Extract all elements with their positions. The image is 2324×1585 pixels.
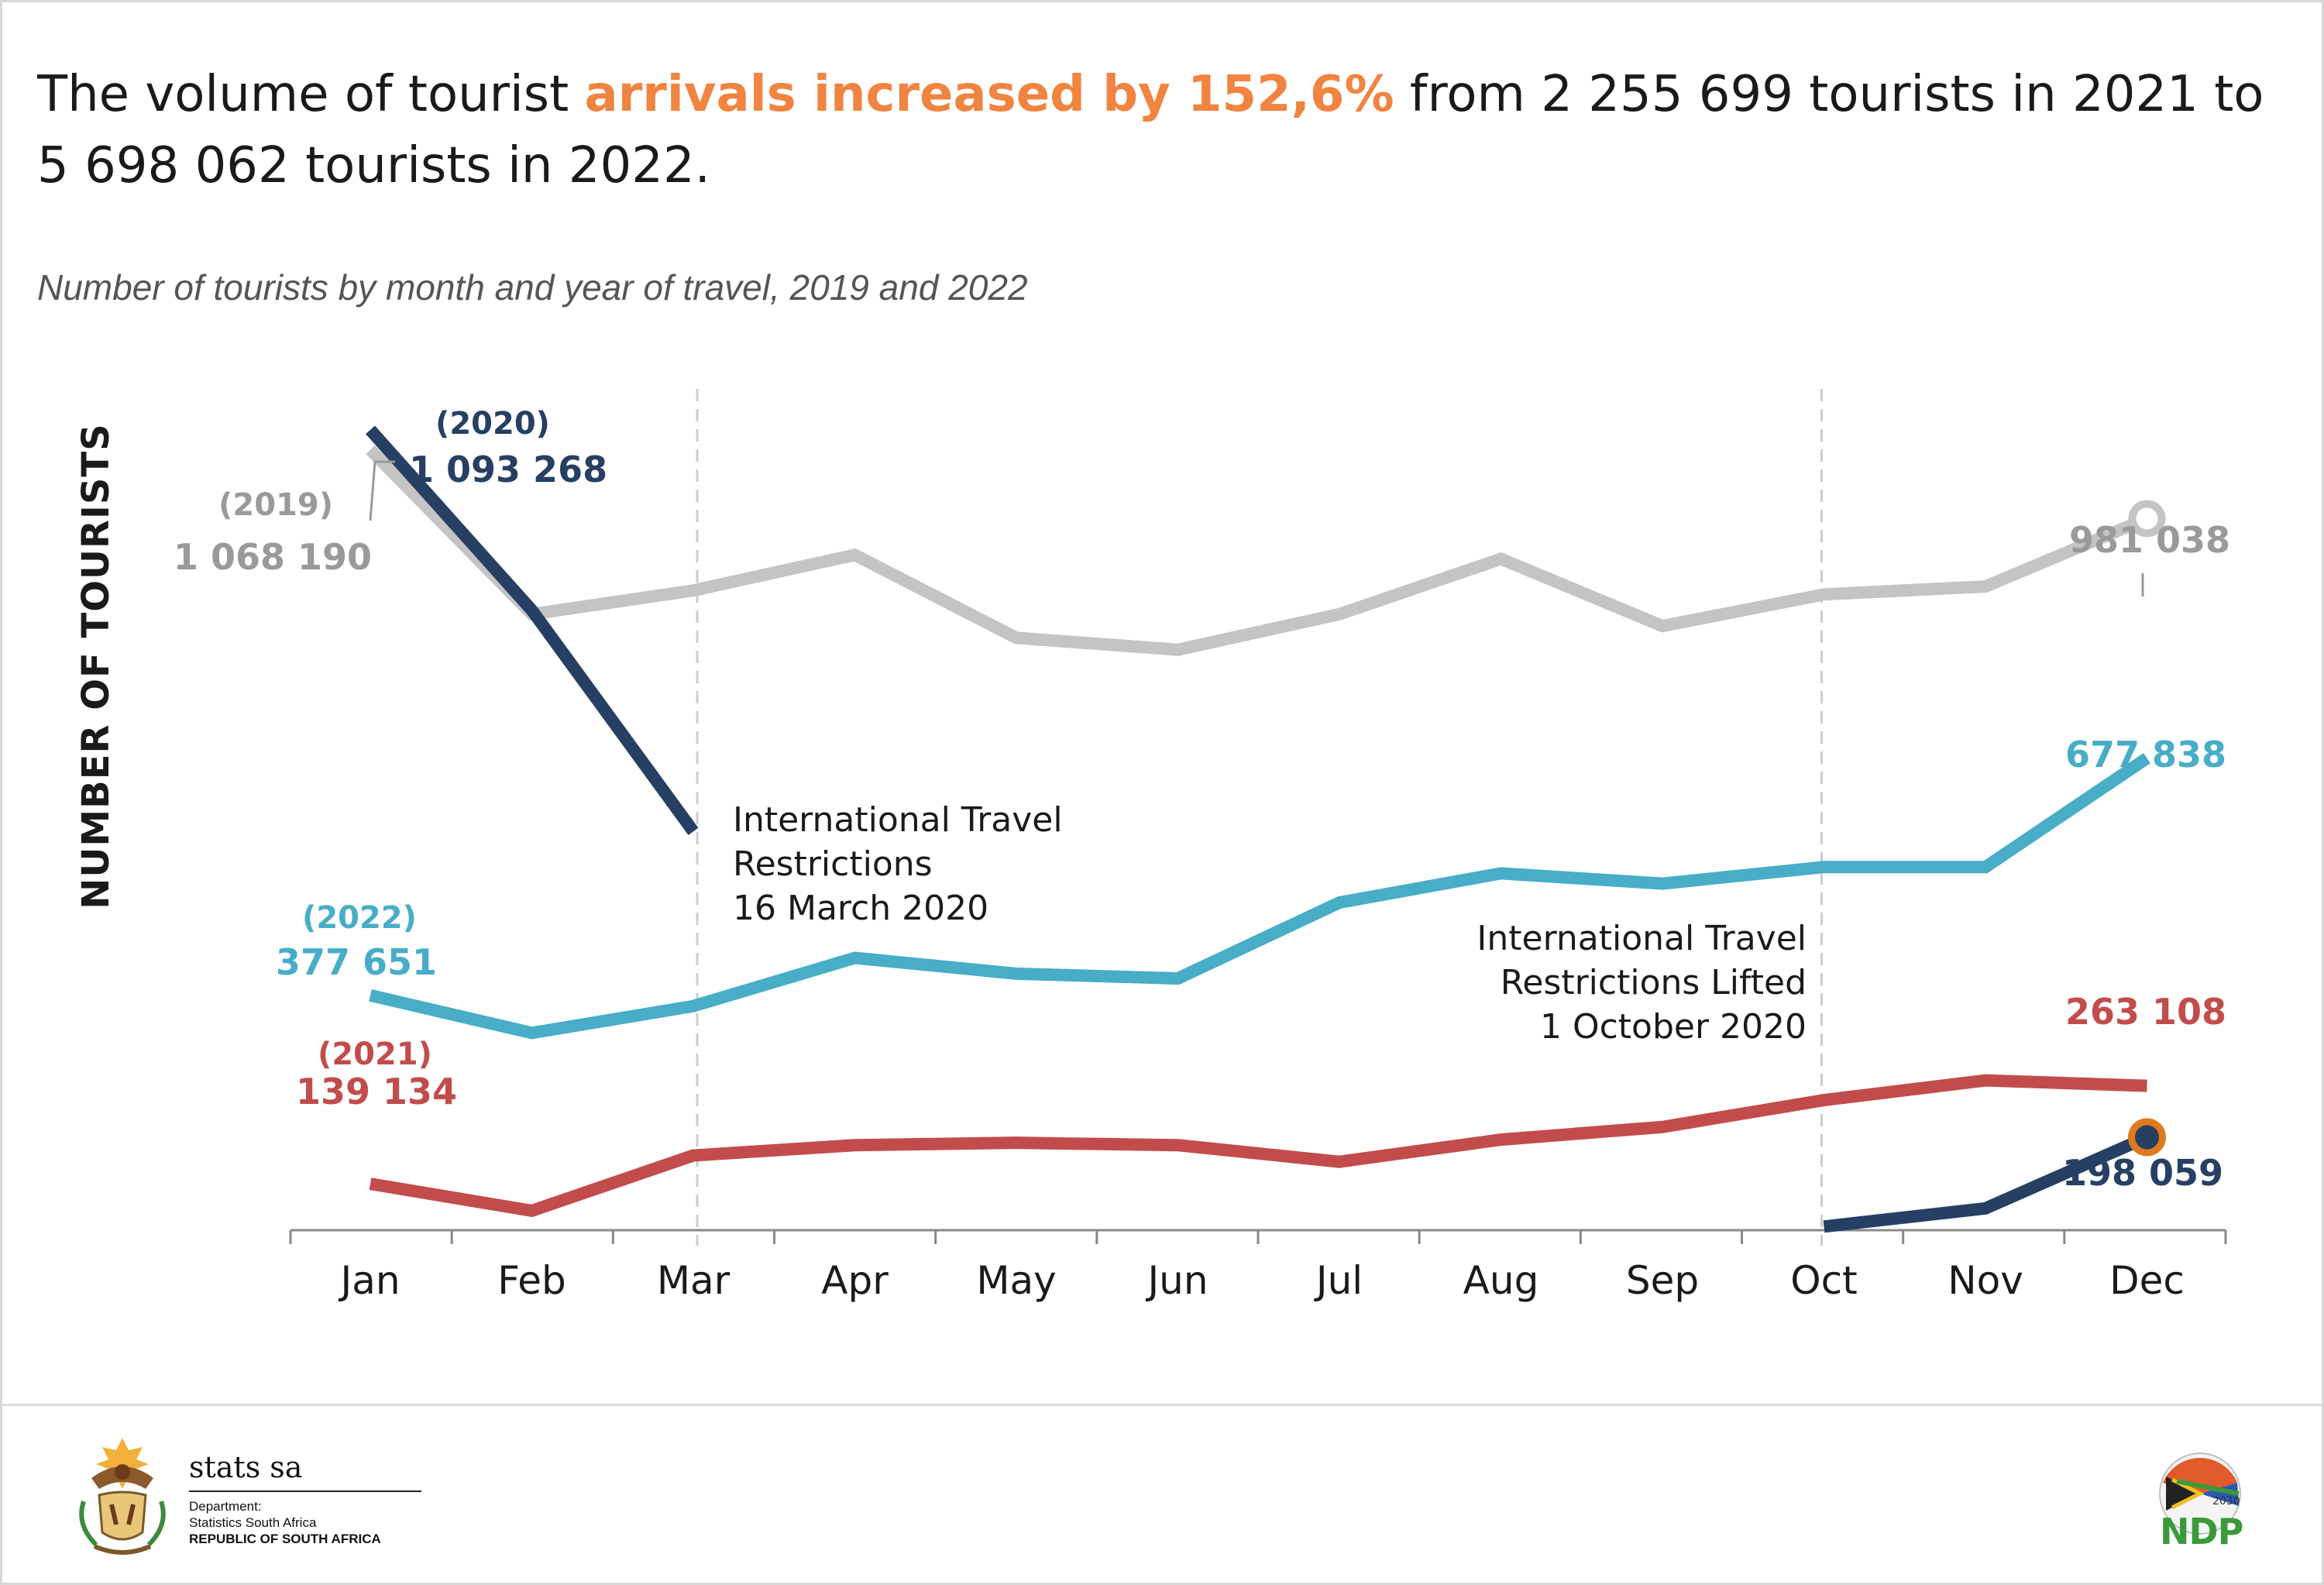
series-2020-end-marker xyxy=(2128,1118,2166,1157)
brand-name: stats sa xyxy=(189,1450,303,1484)
footer-divider xyxy=(2,1404,2322,1406)
chart-subtitle: Number of tourists by month and year of … xyxy=(37,267,1028,308)
series-2022-year-label: (2022) xyxy=(302,900,417,936)
dept-line-1: Department: xyxy=(189,1499,262,1514)
restriction-annotation-line: 16 March 2020 xyxy=(733,889,988,928)
ndp-year: 2030 xyxy=(2212,1495,2240,1508)
x-tick-label: Aug xyxy=(1463,1258,1539,1303)
series-line-2019 xyxy=(366,445,2150,656)
x-tick-label: Apr xyxy=(821,1258,889,1303)
x-tick-label: Oct xyxy=(1790,1258,1857,1303)
headline: The volume of tourist arrivals increased… xyxy=(37,59,2284,201)
restriction-annotation-line: International Travel xyxy=(733,800,1063,840)
restriction-lifted-annotation-line: International Travel xyxy=(1477,919,1807,958)
series-2019-end-label: 981 038 xyxy=(2069,519,2230,561)
headline-part1: The volume of tourist xyxy=(37,66,585,123)
coat-of-arms-icon xyxy=(79,1438,166,1555)
series-2020-start-label: 1 093 268 xyxy=(409,449,607,490)
stats-sa-logo: stats sa Department: Statistics South Af… xyxy=(68,1424,440,1563)
restriction-annotation-line: Restrictions xyxy=(733,844,933,884)
series-2019-year-label: (2019) xyxy=(218,487,333,523)
headline-part2: from 2 255 699 tourists in 2021 to xyxy=(1394,66,2264,123)
x-tick-label: Feb xyxy=(497,1258,566,1303)
headline-highlight: arrivals increased by 152,6% xyxy=(584,66,1394,123)
brand-underline xyxy=(189,1490,421,1492)
series-2019-start-label: 1 068 190 xyxy=(174,536,372,578)
series-2022-start-label: 377 651 xyxy=(276,941,437,983)
ndp-label: NDP xyxy=(2160,1511,2243,1552)
series-2022-end-label: 677 838 xyxy=(2065,734,2226,775)
series-line-2022 xyxy=(369,752,2150,1040)
x-tick-label: Jun xyxy=(1145,1258,1208,1303)
ndp-logo-icon xyxy=(2159,1453,2241,1535)
x-tick-label: May xyxy=(976,1258,1056,1303)
series-2021-end-label: 263 108 xyxy=(2065,991,2226,1033)
x-tick-label: Jul xyxy=(1314,1258,1363,1303)
x-tick-label: Nov xyxy=(1948,1258,2023,1303)
x-tick-label: Jan xyxy=(338,1258,400,1303)
series-2019-end-marker xyxy=(2128,500,2166,538)
department-text: Department: Statistics South Africa REPU… xyxy=(189,1498,381,1547)
x-tick-label: Dec xyxy=(2109,1258,2185,1303)
series-2021-start-label: 139 134 xyxy=(296,1071,457,1112)
series-line-2020 xyxy=(1823,1131,2150,1233)
series-line-2020 xyxy=(366,425,699,836)
dept-line-3: REPUBLIC OF SOUTH AFRICA xyxy=(189,1532,381,1546)
series-2021-year-label: (2021) xyxy=(318,1037,432,1072)
series-line-2021 xyxy=(369,1074,2147,1218)
x-tick-label: Sep xyxy=(1626,1258,1699,1303)
restriction-lifted-annotation-line: Restrictions Lifted xyxy=(1501,963,1807,1002)
restriction-lifted-annotation-line: 1 October 2020 xyxy=(1540,1007,1807,1047)
x-tick-label: Mar xyxy=(657,1258,731,1303)
headline-part3: 5 698 062 tourists in 2022. xyxy=(37,137,710,194)
series-2020-leader-line xyxy=(369,460,395,521)
series-2020-year-label: (2020) xyxy=(435,406,550,442)
dept-line-2: Statistics South Africa xyxy=(189,1515,317,1530)
series-2020-end-label: 198 059 xyxy=(2062,1152,2223,1194)
